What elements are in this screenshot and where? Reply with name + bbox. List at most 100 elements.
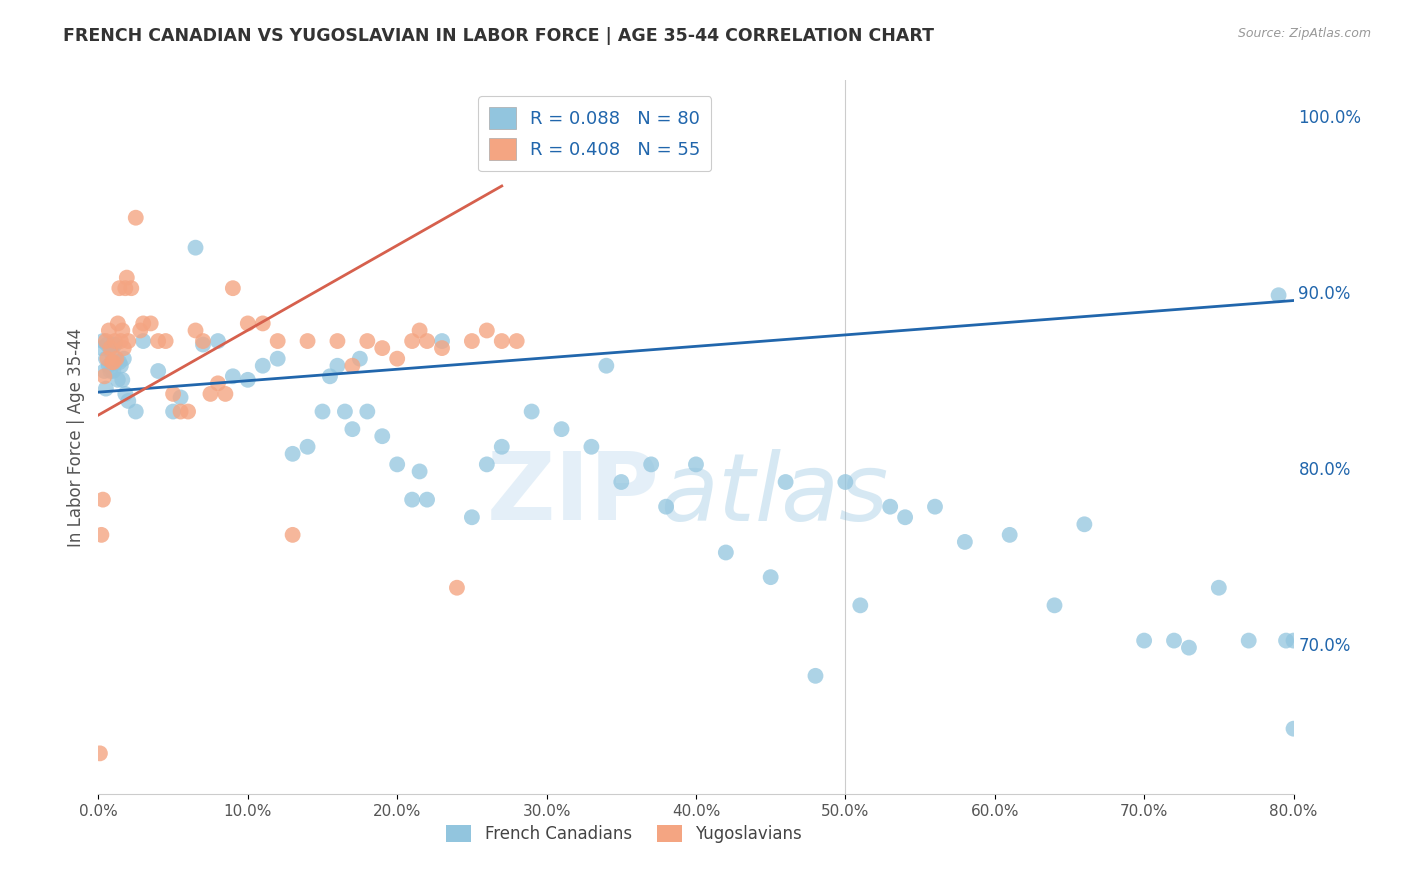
Point — [267, 334, 290, 348]
Point — [446, 581, 468, 595]
Point — [132, 317, 155, 331]
Point — [103, 355, 125, 369]
Point — [640, 458, 662, 472]
Point — [998, 528, 1021, 542]
Point — [475, 323, 498, 337]
Point — [108, 281, 131, 295]
Point — [326, 334, 349, 348]
Point — [759, 570, 782, 584]
Point — [94, 351, 117, 366]
Point — [111, 373, 134, 387]
Point — [98, 341, 122, 355]
Point — [775, 475, 797, 489]
Point — [97, 359, 120, 373]
Text: FRENCH CANADIAN VS YUGOSLAVIAN IN LABOR FORCE | AGE 35-44 CORRELATION CHART: FRENCH CANADIAN VS YUGOSLAVIAN IN LABOR … — [63, 27, 934, 45]
Point — [491, 334, 513, 348]
Point — [103, 364, 125, 378]
Point — [371, 429, 394, 443]
Point — [184, 323, 207, 337]
Point — [104, 334, 127, 348]
Point — [169, 404, 191, 418]
Point — [401, 492, 423, 507]
Point — [1237, 633, 1260, 648]
Point — [236, 373, 259, 387]
Point — [333, 404, 356, 418]
Point — [685, 458, 707, 472]
Point — [111, 323, 134, 337]
Point — [117, 334, 139, 348]
Text: Source: ZipAtlas.com: Source: ZipAtlas.com — [1237, 27, 1371, 40]
Point — [90, 528, 112, 542]
Point — [1178, 640, 1201, 655]
Point — [461, 334, 484, 348]
Point — [342, 422, 364, 436]
Point — [430, 341, 453, 355]
Point — [96, 337, 118, 351]
Point — [222, 369, 245, 384]
Point — [222, 281, 245, 295]
Point — [849, 599, 872, 613]
Point — [297, 334, 319, 348]
Point — [98, 364, 122, 378]
Point — [356, 404, 378, 418]
Text: atlas: atlas — [661, 449, 889, 540]
Point — [148, 364, 170, 378]
Point — [1163, 633, 1185, 648]
Point — [120, 281, 142, 295]
Point — [416, 492, 439, 507]
Point — [401, 334, 423, 348]
Point — [184, 241, 207, 255]
Point — [207, 334, 229, 348]
Point — [162, 387, 184, 401]
Point — [94, 382, 117, 396]
Point — [1073, 517, 1095, 532]
Point — [148, 334, 170, 348]
Point — [97, 323, 120, 337]
Point — [112, 351, 135, 366]
Point — [430, 334, 453, 348]
Point — [108, 355, 131, 369]
Point — [342, 359, 364, 373]
Point — [953, 535, 976, 549]
Point — [520, 404, 543, 418]
Point — [252, 317, 274, 331]
Point — [214, 387, 236, 401]
Point — [125, 211, 148, 225]
Point — [155, 334, 177, 348]
Point — [1282, 722, 1305, 736]
Point — [107, 373, 129, 387]
Point — [177, 404, 200, 418]
Point — [252, 359, 274, 373]
Point — [89, 747, 111, 761]
Point — [506, 334, 529, 348]
Point — [93, 369, 115, 384]
Point — [714, 545, 737, 559]
Point — [191, 337, 214, 351]
Point — [200, 387, 222, 401]
Point — [207, 376, 229, 391]
Point — [105, 351, 128, 366]
Point — [110, 334, 132, 348]
Point — [475, 458, 498, 472]
Point — [804, 669, 827, 683]
Point — [115, 270, 138, 285]
Point — [132, 334, 155, 348]
Point — [91, 334, 114, 348]
Point — [408, 323, 430, 337]
Point — [581, 440, 603, 454]
Point — [1208, 581, 1230, 595]
Point — [162, 404, 184, 418]
Point — [408, 465, 430, 479]
Point — [1282, 633, 1305, 648]
Point — [101, 355, 124, 369]
Point — [281, 447, 304, 461]
Point — [125, 404, 148, 418]
Point — [139, 317, 162, 331]
Legend: French Canadians, Yugoslavians: French Canadians, Yugoslavians — [440, 818, 808, 850]
Point — [655, 500, 678, 514]
Point — [349, 351, 371, 366]
Point — [416, 334, 439, 348]
Point — [326, 359, 349, 373]
Point — [267, 351, 290, 366]
Point — [101, 346, 124, 360]
